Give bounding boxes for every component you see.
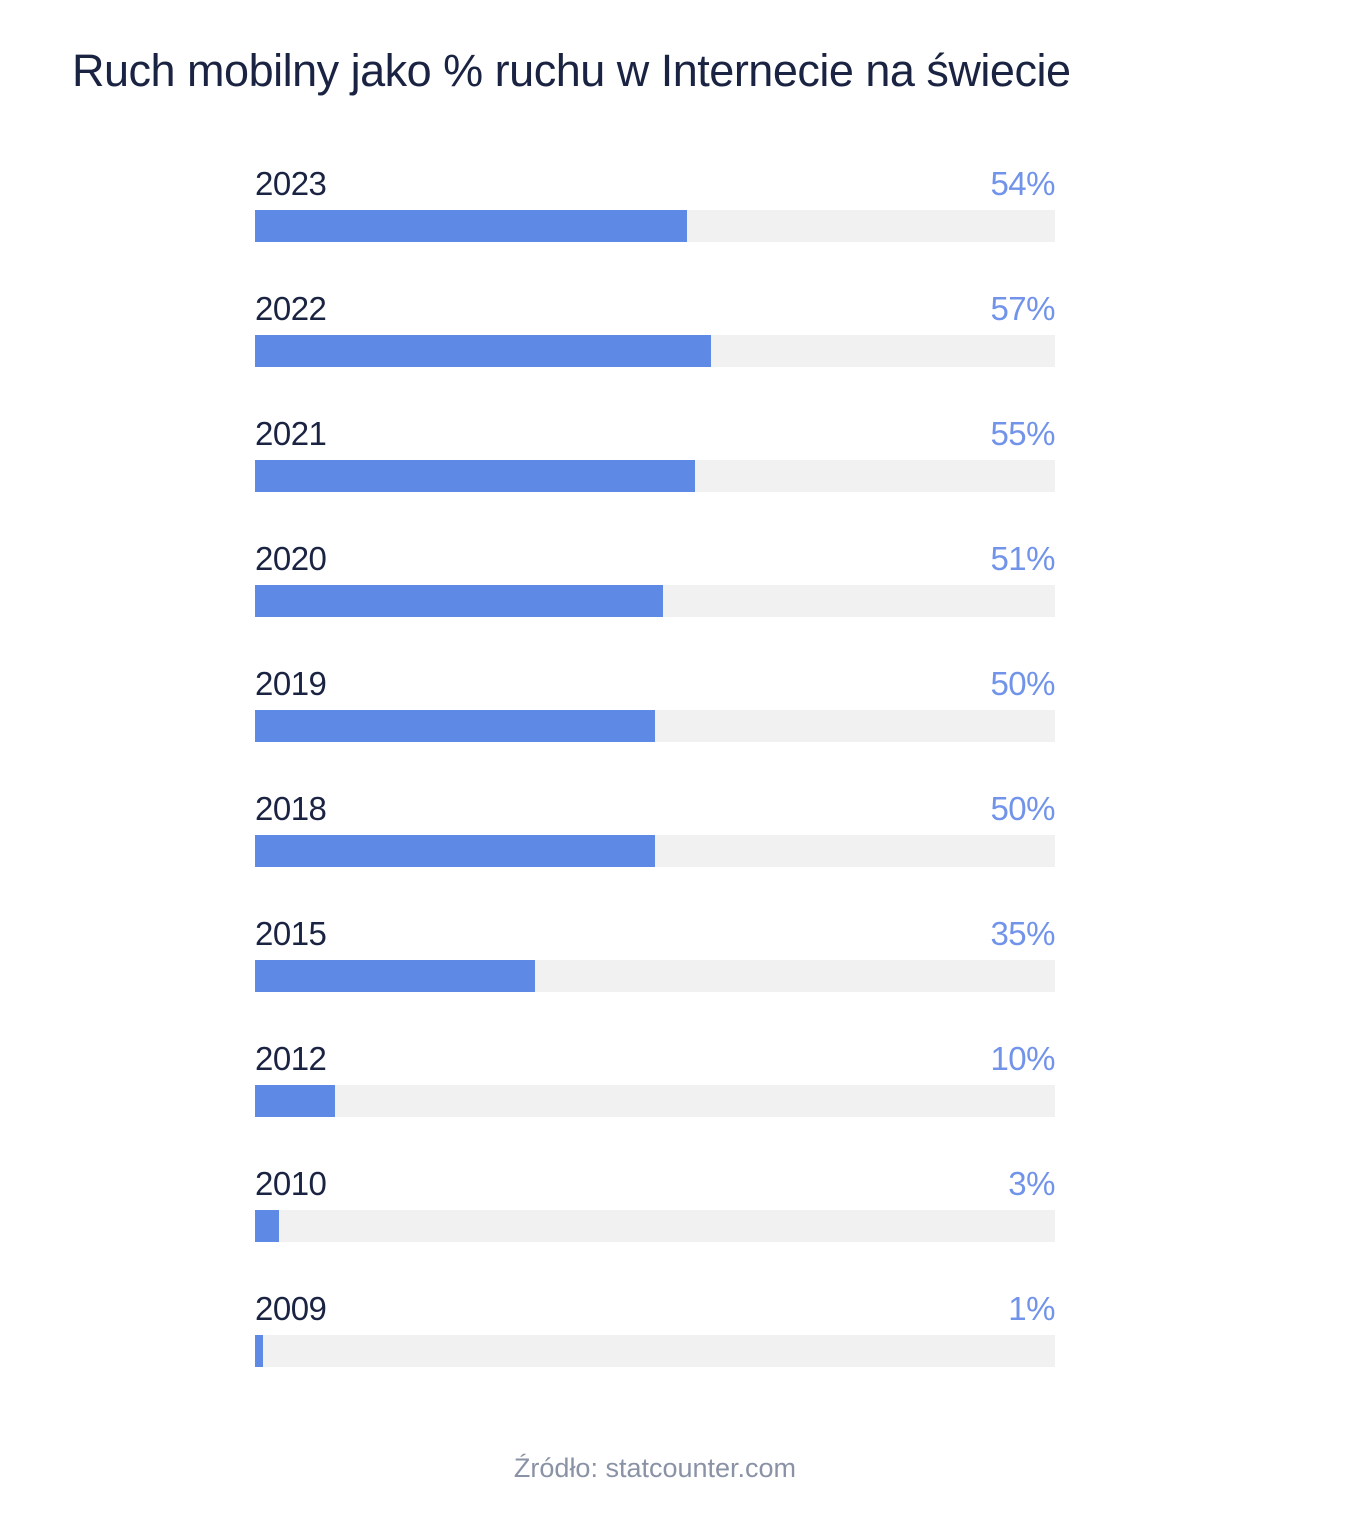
bar-fill [255, 585, 663, 617]
year-label: 2021 [255, 415, 327, 452]
bar-row: 2023 54% [255, 166, 1055, 242]
bar-row: 2020 51% [255, 541, 1055, 617]
bar-track [255, 1085, 1055, 1117]
value-label: 50% [990, 665, 1055, 702]
value-label: 10% [990, 1040, 1055, 1077]
bar-row: 2021 55% [255, 416, 1055, 492]
source-note: Źródło: statcounter.com [513, 1453, 797, 1483]
bar-row-labels: 2019 50% [255, 666, 1055, 702]
bar-track [255, 1210, 1055, 1242]
year-label: 2020 [255, 540, 327, 577]
bar-fill [255, 1335, 263, 1367]
bar-track [255, 585, 1055, 617]
year-label: 2022 [255, 290, 327, 327]
bar-track [255, 1335, 1055, 1367]
year-label: 2018 [255, 790, 327, 827]
bar-fill [255, 335, 711, 367]
bar-fill [255, 210, 687, 242]
value-label: 1% [1008, 1290, 1055, 1327]
bar-row-labels: 2009 1% [255, 1291, 1055, 1327]
bar-fill [255, 460, 695, 492]
bar-row-labels: 2021 55% [255, 416, 1055, 452]
bar-row-labels: 2015 35% [255, 916, 1055, 952]
bar-row: 2012 10% [255, 1041, 1055, 1117]
value-label: 35% [990, 915, 1055, 952]
value-label: 54% [990, 165, 1055, 202]
bar-row: 2010 3% [255, 1166, 1055, 1242]
bar-track [255, 835, 1055, 867]
value-label: 55% [990, 415, 1055, 452]
bar-row-labels: 2012 10% [255, 1041, 1055, 1077]
bar-row: 2009 1% [255, 1291, 1055, 1367]
bar-track [255, 710, 1055, 742]
year-label: 2009 [255, 1290, 327, 1327]
value-label: 50% [990, 790, 1055, 827]
year-label: 2010 [255, 1165, 327, 1202]
bar-track [255, 960, 1055, 992]
bar-row-labels: 2010 3% [255, 1166, 1055, 1202]
bar-row: 2019 50% [255, 666, 1055, 742]
bar-fill [255, 835, 655, 867]
bar-row-labels: 2020 51% [255, 541, 1055, 577]
bar-row: 2018 50% [255, 791, 1055, 867]
bar-fill [255, 1085, 335, 1117]
bar-chart: 2023 54% 2022 57% 2021 55% 2020 51% 2019 50% 2018 5… [255, 166, 1055, 1484]
bar-row-labels: 2018 50% [255, 791, 1055, 827]
value-label: 51% [990, 540, 1055, 577]
year-label: 2023 [255, 165, 327, 202]
value-label: 57% [990, 290, 1055, 327]
bar-row: 2022 57% [255, 291, 1055, 367]
bar-fill [255, 960, 535, 992]
bar-rows: 2023 54% 2022 57% 2021 55% 2020 51% 2019 50% 2018 5… [255, 166, 1055, 1367]
year-label: 2019 [255, 665, 327, 702]
value-label: 3% [1008, 1165, 1055, 1202]
chart-title: Ruch mobilny jako % ruchu w Internecie n… [72, 45, 1071, 96]
bar-track [255, 460, 1055, 492]
bar-fill [255, 1210, 279, 1242]
bar-row-labels: 2023 54% [255, 166, 1055, 202]
year-label: 2015 [255, 915, 327, 952]
bar-track [255, 335, 1055, 367]
bar-row-labels: 2022 57% [255, 291, 1055, 327]
bar-track [255, 210, 1055, 242]
bar-fill [255, 710, 655, 742]
year-label: 2012 [255, 1040, 327, 1077]
bar-row: 2015 35% [255, 916, 1055, 992]
